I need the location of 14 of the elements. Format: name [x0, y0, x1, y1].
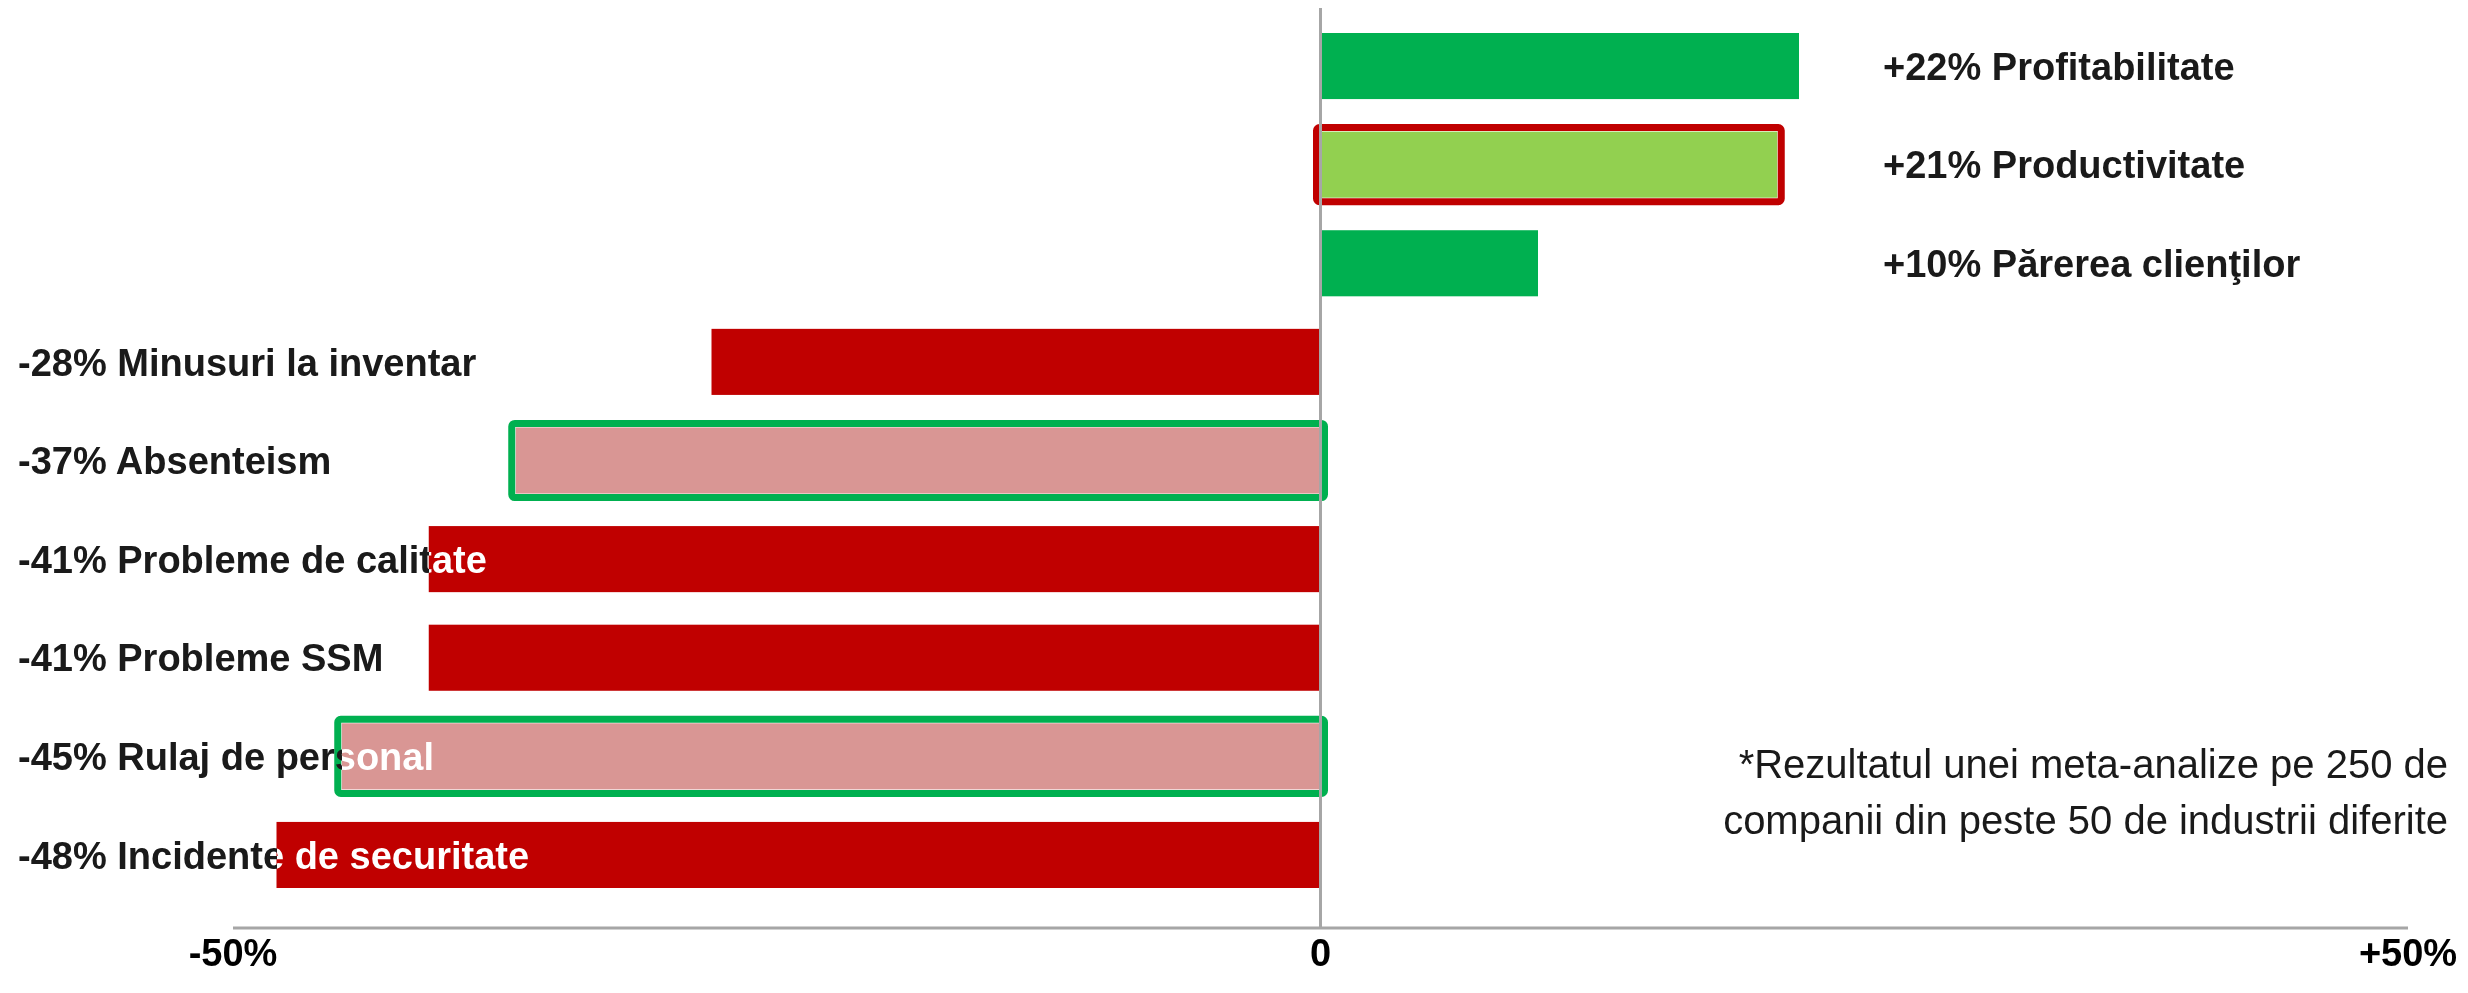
x-tick-label: -50%: [188, 932, 278, 974]
text: -41% Probleme SSM: [18, 637, 384, 680]
text: +10% Părerea clienţilor: [1883, 242, 2301, 285]
text: +21% Productivitate: [1883, 144, 2246, 187]
x-tick-label: +50%: [2358, 932, 2458, 974]
bar: [1320, 230, 1538, 297]
annotation: *Rezultatul unei meta-analize pe 250 de companii din peste 50 de industrii diferite: [1723, 742, 2448, 842]
text: +22% Profitabilitate: [1883, 45, 2235, 88]
bar: [428, 624, 1321, 691]
x-tick-label: 0: [1309, 932, 1332, 974]
bar: [711, 328, 1321, 395]
text: -28% Minusuri la inventar: [18, 341, 477, 384]
text: -37% Absenteism: [18, 440, 332, 483]
bar: [1320, 33, 1799, 100]
